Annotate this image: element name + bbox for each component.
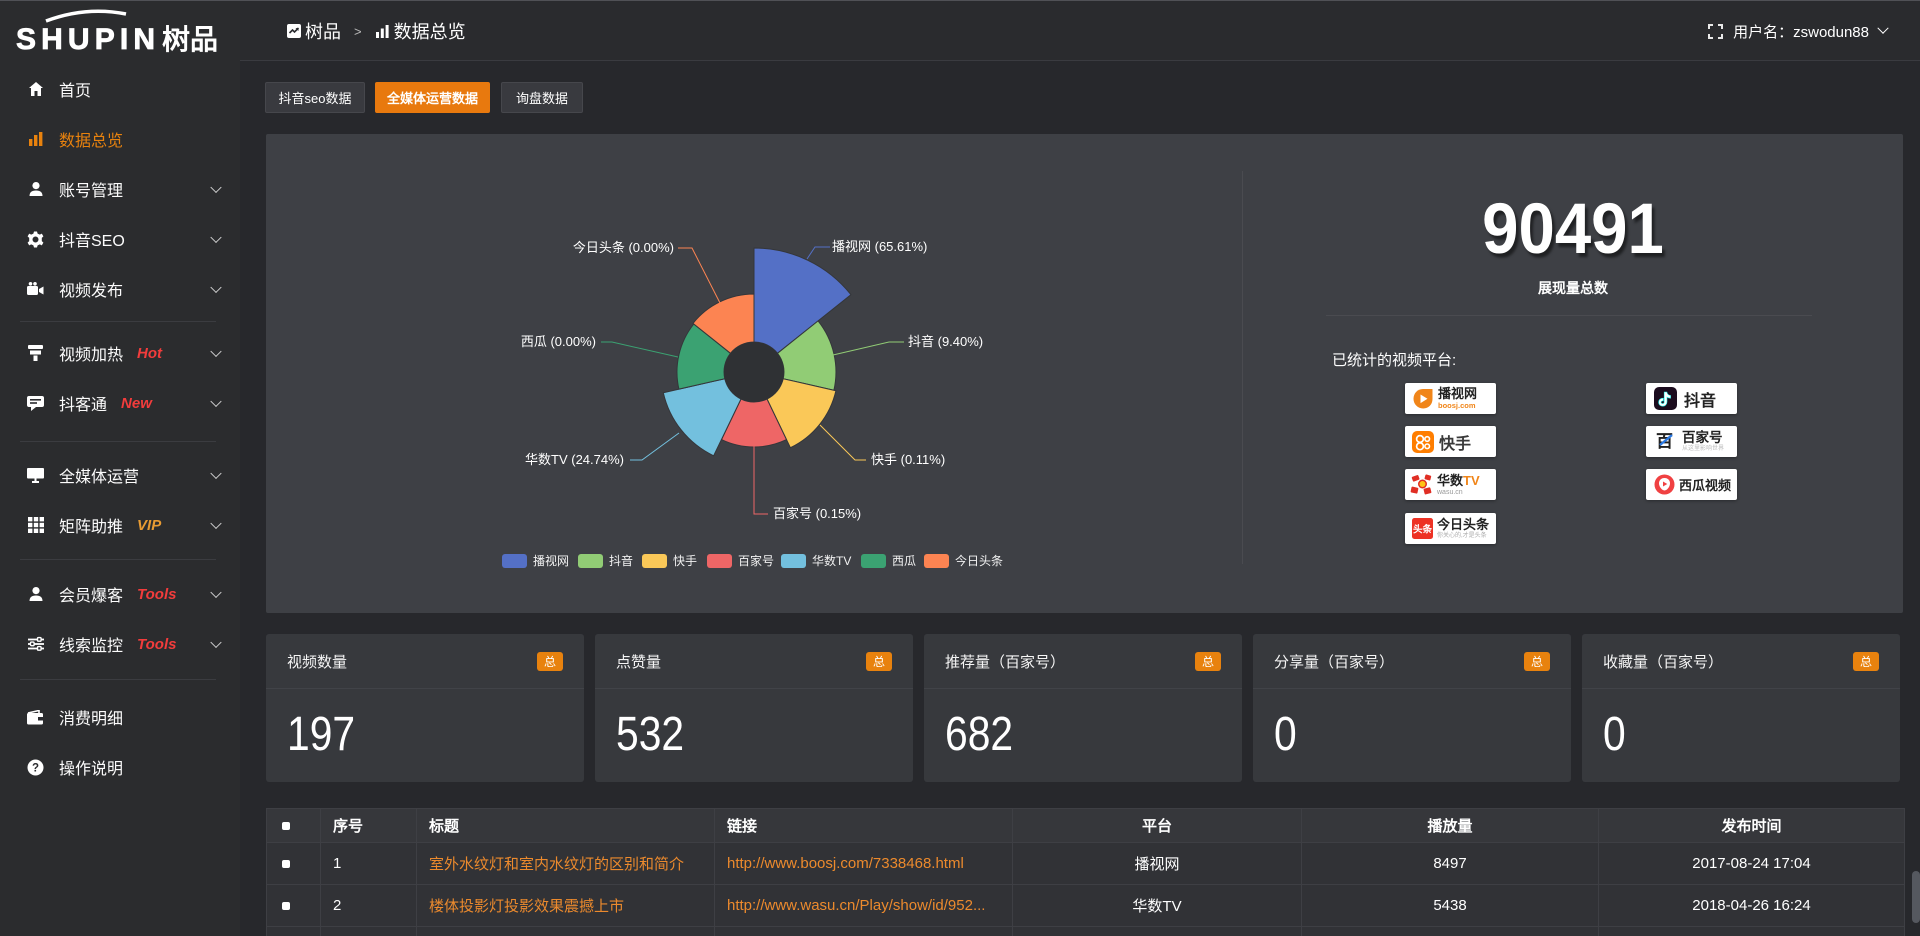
- svg-text:树品: 树品: [162, 24, 218, 55]
- svg-text:播视网: 播视网: [533, 553, 569, 568]
- svg-text:播视网 (65.61%): 播视网 (65.61%): [832, 239, 927, 254]
- svg-text:?: ?: [32, 762, 39, 774]
- svg-text:今日头条 (0.00%): 今日头条 (0.00%): [573, 240, 674, 255]
- svg-text:西瓜 (0.00%): 西瓜 (0.00%): [521, 334, 596, 349]
- svg-text:今日头条: 今日头条: [955, 553, 1003, 568]
- svg-text:快手 (0.11%): 快手 (0.11%): [871, 452, 945, 467]
- svg-text:华数TV: 华数TV: [812, 553, 851, 568]
- svg-text:百家号: 百家号: [738, 553, 774, 568]
- svg-text:SHUPIN: SHUPIN: [16, 23, 155, 56]
- svg-text:百家号 (0.15%): 百家号 (0.15%): [773, 506, 861, 521]
- svg-text:华数TV (24.74%): 华数TV (24.74%): [525, 452, 624, 467]
- svg-text:头条: 头条: [1413, 524, 1433, 536]
- svg-text:抖音: 抖音: [609, 553, 633, 568]
- svg-text:快手: 快手: [673, 554, 697, 568]
- svg-text:西瓜: 西瓜: [892, 554, 916, 568]
- svg-text:抖音 (9.40%): 抖音 (9.40%): [908, 334, 983, 349]
